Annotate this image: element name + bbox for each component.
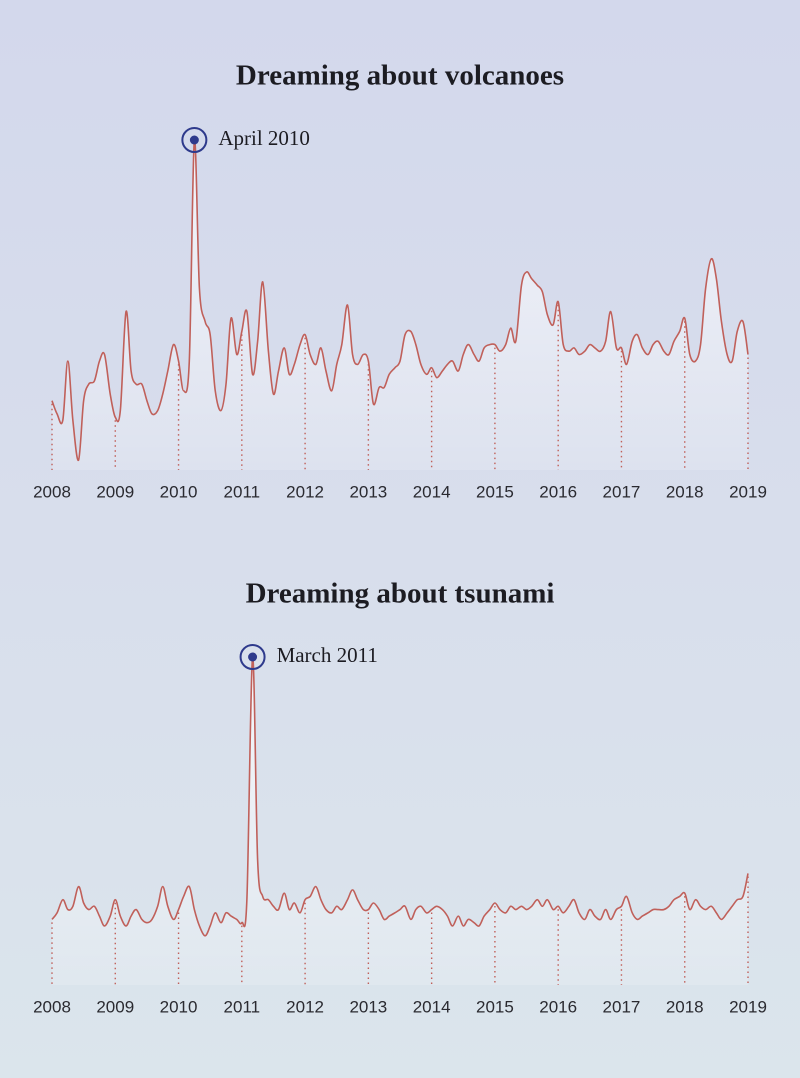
x-tick-label: 2014: [413, 482, 451, 501]
peak-marker-ring: [239, 644, 266, 670]
x-tick-label: 2015: [476, 482, 514, 501]
line: [51, 656, 749, 937]
x-tick-label: 2010: [160, 997, 198, 1016]
line: [51, 138, 749, 461]
peak-marker-ring: [181, 127, 208, 153]
x-tick-label: 2017: [603, 997, 641, 1016]
line-chart: Dreaming about volcanoes 2008 2009 2010 2011…: [33, 60, 767, 502]
chart-title: Dreaming about volcanoes: [236, 60, 564, 92]
x-tick-label: 2017: [603, 482, 641, 501]
annotation: April 2010: [218, 126, 310, 150]
annotation: March 2011: [277, 643, 378, 667]
x-tick-label: 2012: [286, 482, 324, 501]
area-fill: [52, 656, 748, 985]
x-tick-label: 2016: [539, 482, 577, 501]
x-tick-label: 2018: [666, 482, 704, 501]
peak-marker-dot: [189, 135, 199, 145]
chart-title: Dreaming about tsunami: [246, 578, 555, 610]
x-tick-label: 2012: [286, 997, 324, 1016]
x-tick-label: 2010: [160, 482, 198, 501]
area-fill: [52, 139, 748, 471]
x-tick-label: 2013: [349, 482, 387, 501]
x-tick-label: 2008: [33, 482, 71, 501]
x-tick-label: 2009: [96, 482, 134, 501]
x-tick-label: 2018: [666, 997, 704, 1016]
x-tick-label: 2013: [349, 997, 387, 1016]
x-tick-label: 2016: [539, 997, 577, 1016]
x-tick-label: 2019: [729, 482, 767, 501]
peak-marker-dot: [248, 652, 258, 662]
x-tick-label: 2014: [413, 997, 451, 1016]
x-tick-label: 2015: [476, 997, 514, 1016]
x-tick-label: 2011: [224, 482, 261, 501]
x-tick-label: 2011: [224, 997, 261, 1016]
x-tick-label: 2008: [33, 997, 71, 1016]
x-tick-label: 2009: [96, 997, 134, 1016]
x-tick-label: 2019: [729, 997, 767, 1016]
line-chart: Dreaming about tsunami 2008 2009 2010 2011 20…: [33, 578, 767, 1017]
